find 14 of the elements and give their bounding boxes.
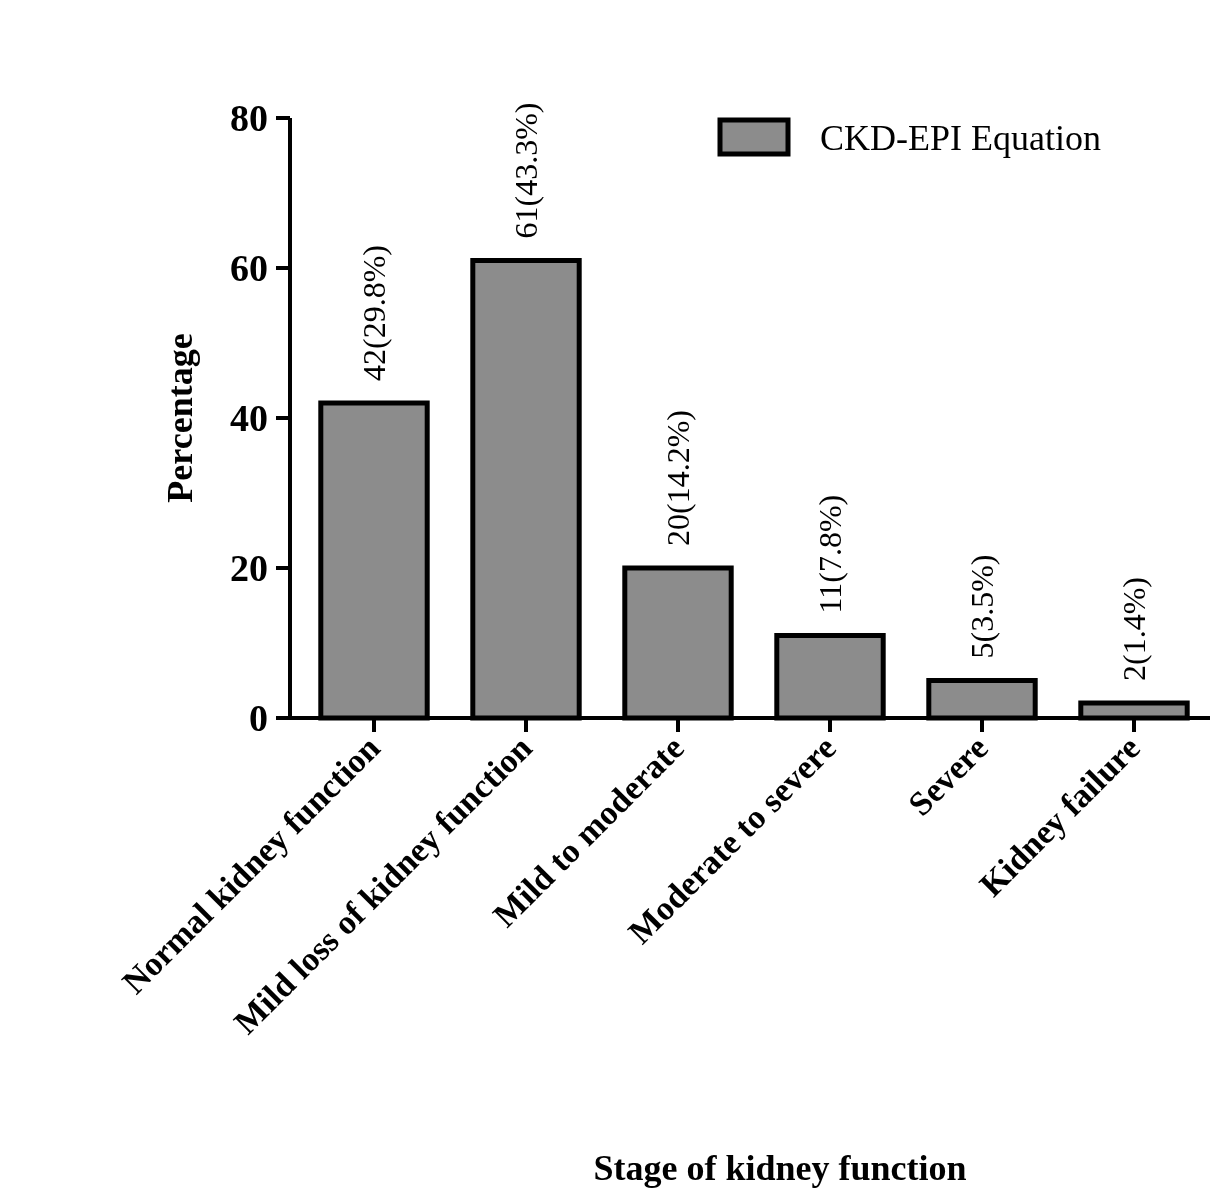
- data-label: 2(1.4%): [1116, 577, 1152, 681]
- y-tick-label: 80: [230, 97, 268, 140]
- y-axis-title: Percentage: [160, 333, 200, 503]
- y-tick-label: 20: [230, 547, 268, 590]
- data-label: 20(14.2%): [660, 410, 696, 546]
- x-axis-title: Stage of kidney function: [593, 1148, 967, 1188]
- data-label: 11(7.8%): [812, 494, 848, 614]
- y-tick-label: 60: [230, 247, 268, 290]
- y-tick-label: 40: [230, 397, 268, 440]
- legend-label: CKD-EPI Equation: [820, 117, 1101, 158]
- data-label: 42(29.8%): [356, 245, 392, 381]
- data-label: 5(3.5%): [964, 554, 1000, 659]
- y-tick-label: 0: [249, 697, 268, 740]
- data-label: 61(43.3%): [508, 102, 544, 239]
